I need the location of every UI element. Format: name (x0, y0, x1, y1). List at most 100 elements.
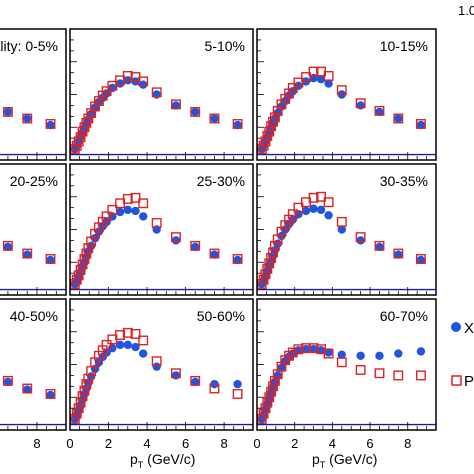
x-tick-label: 0 (66, 436, 73, 451)
point-series-b (262, 263, 273, 274)
point-series-b (190, 240, 201, 251)
x-axis-title-left: pT (GeV/c) (130, 451, 195, 470)
point-series-b (268, 247, 278, 258)
panel-label: ality: 0-5% (0, 38, 58, 54)
panel-9: 60-70% (256, 298, 437, 431)
panel-6: 30-35% (256, 163, 437, 296)
panel-plot-area (0, 240, 66, 295)
point-series-b (316, 191, 327, 202)
point-series-a (394, 349, 403, 358)
point-series-b (151, 87, 162, 98)
point-series-a (233, 255, 242, 265)
point-series-b (130, 328, 141, 339)
point-series-b (323, 197, 334, 208)
point-series-a (416, 120, 426, 130)
point-series-a (171, 236, 181, 245)
x-tick-label: 2 (291, 436, 298, 451)
legend-marker-series-a (451, 322, 461, 332)
point-series-b (260, 269, 271, 280)
panel-plot-area (0, 107, 66, 160)
point-series-a (356, 101, 365, 110)
point-series-b (264, 392, 275, 403)
point-series-a (301, 345, 311, 354)
x-tick-label: 8 (404, 436, 411, 451)
point-series-a (394, 114, 403, 123)
point-series-b (45, 254, 56, 264)
point-series-b (374, 368, 385, 379)
point-series-b (170, 232, 181, 243)
point-series-a (337, 225, 346, 234)
point-series-b (308, 192, 319, 203)
point-series-b (293, 202, 304, 213)
point-series-b (170, 368, 181, 379)
panel-label: 20-25% (10, 173, 58, 189)
point-series-b (22, 113, 33, 124)
point-series-b (209, 383, 220, 394)
point-series-b (262, 397, 273, 408)
point-series-b (83, 113, 94, 124)
x-tick-label: 6 (182, 436, 189, 451)
panel-3: 10-15% (256, 28, 437, 161)
point-series-a (171, 101, 181, 110)
point-series-b (170, 99, 181, 110)
legend-marker-series-b (451, 375, 462, 386)
point-series-b (308, 66, 319, 77)
point-series-a (191, 107, 200, 117)
point-series-b (101, 211, 112, 222)
legend-label-series-a: X (464, 320, 474, 337)
point-series-a (139, 349, 148, 358)
x-axis-title-sub: T (320, 460, 326, 470)
panel-label: 25-30% (197, 173, 245, 189)
panel-8: 50-60% (69, 298, 254, 431)
point-series-b (323, 348, 334, 359)
point-series-a (23, 385, 32, 394)
point-series-b (232, 119, 243, 129)
point-series-b (308, 343, 319, 354)
point-series-a (3, 242, 13, 252)
point-series-a (375, 107, 384, 117)
x-tick-label: 4 (329, 436, 336, 451)
x-axis-title-p: p (130, 451, 138, 467)
panel-7: 40-50% (0, 298, 67, 431)
panel-frame (69, 298, 254, 431)
point-series-a (294, 81, 303, 90)
point-series-b (258, 408, 269, 419)
point-series-b (323, 70, 334, 81)
panel-frame (69, 28, 254, 161)
point-series-b (71, 408, 82, 419)
point-series-a (416, 255, 426, 265)
point-series-a (324, 79, 333, 88)
point-series-b (209, 248, 220, 259)
point-series-b (81, 248, 92, 259)
point-series-a (131, 206, 140, 216)
point-series-b (393, 113, 404, 124)
point-series-b (268, 381, 278, 392)
point-series-b (75, 132, 86, 143)
point-series-b (101, 339, 112, 350)
point-series-b (258, 274, 269, 285)
point-series-b (122, 327, 133, 338)
point-series-a (171, 371, 181, 380)
point-series-b (75, 264, 86, 275)
point-series-a (46, 255, 55, 265)
panel-plot-area (257, 309, 436, 430)
x-tick-label: 8 (220, 436, 227, 451)
point-series-a (46, 390, 55, 400)
point-series-b (138, 76, 149, 87)
point-series-a (233, 379, 242, 389)
panel-frame (0, 298, 67, 431)
point-series-b (73, 403, 84, 414)
panel-plot-area (0, 375, 66, 430)
point-series-a (115, 340, 125, 350)
point-series-a (356, 351, 365, 360)
point-series-a (139, 80, 148, 89)
x-axis-title-unit: (GeV/c) (325, 451, 377, 467)
point-series-b (393, 248, 404, 259)
point-series-b (293, 344, 304, 355)
point-series-b (269, 112, 280, 123)
point-series-a (233, 120, 242, 130)
point-series-b (45, 389, 56, 399)
point-series-a (316, 346, 326, 355)
point-series-a (191, 242, 200, 252)
